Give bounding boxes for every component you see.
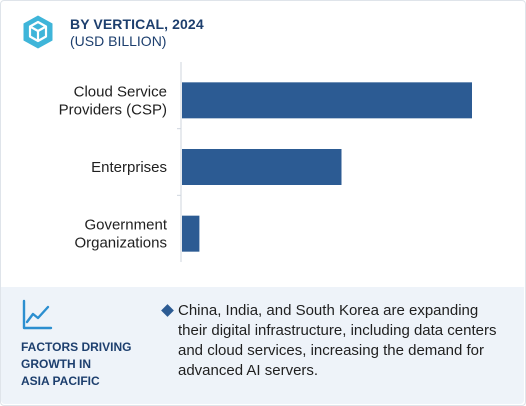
factors-heading-line: FACTORS DRIVING <box>21 340 132 354</box>
category-label: Government <box>84 217 167 234</box>
category-label: Providers (CSP) <box>59 101 167 118</box>
trend-line-chart-icon <box>22 299 53 330</box>
hexagon-cube-logo-icon <box>23 15 53 49</box>
bar <box>182 82 472 119</box>
factors-heading-line: GROWTH IN <box>21 357 91 371</box>
category-label: Cloud Service <box>74 83 167 100</box>
bar <box>182 149 342 185</box>
factor-bullet-text: China, India, and South Korea are expand… <box>178 302 497 379</box>
factors-panel: FACTORS DRIVING GROWTH IN ASIA PACIFIC C… <box>1 287 524 404</box>
category-label: Enterprises <box>91 159 167 176</box>
factors-heading-line: ASIA PACIFIC <box>21 374 100 388</box>
factors-heading: FACTORS DRIVING GROWTH IN ASIA PACIFIC <box>21 339 161 390</box>
chart-header: BY VERTICAL, 2024 (USD BILLION) <box>0 0 526 66</box>
bar <box>182 215 200 252</box>
chart-title: BY VERTICAL, 2024 <box>70 16 204 32</box>
category-label: Organizations <box>74 235 167 252</box>
chart-subtitle: (USD BILLION) <box>70 33 167 49</box>
diamond-bullet-icon <box>161 304 174 317</box>
